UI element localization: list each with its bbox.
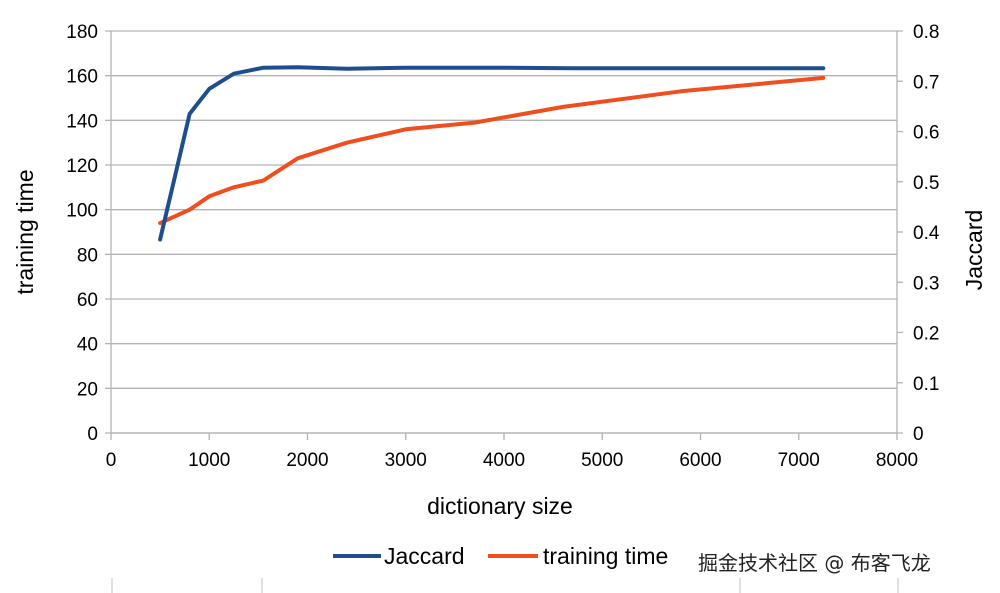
x-tick-label: 8000 bbox=[876, 450, 918, 471]
watermark-backdrop bbox=[694, 544, 994, 578]
legend: Jaccard training time bbox=[333, 543, 668, 569]
y-axis-left-title: training time bbox=[12, 169, 38, 294]
y-left-tick-label: 180 bbox=[66, 22, 98, 43]
x-tick-label: 7000 bbox=[778, 450, 820, 471]
y-right-tick-label: 0.8 bbox=[913, 22, 939, 43]
legend-label-training-time: training time bbox=[543, 543, 668, 569]
x-tick-label: 1000 bbox=[188, 450, 230, 471]
legend-label-jaccard: Jaccard bbox=[384, 543, 465, 569]
y-right-tick-label: 0.5 bbox=[913, 173, 939, 194]
x-tick-label: 2000 bbox=[286, 450, 328, 471]
y-left-tick-label: 60 bbox=[77, 290, 98, 311]
x-tick-label: 0 bbox=[106, 450, 117, 471]
axis-layer bbox=[105, 30, 903, 440]
y-right-tick-label: 0.1 bbox=[913, 374, 939, 395]
y-right-tick-label: 0 bbox=[913, 424, 924, 445]
y-left-tick-label: 100 bbox=[66, 201, 98, 222]
y-right-tick-label: 0.7 bbox=[913, 72, 939, 93]
x-tick-label: 6000 bbox=[679, 450, 721, 471]
y-right-tick-label: 0.2 bbox=[913, 324, 939, 345]
y-left-tick-label: 140 bbox=[66, 111, 98, 132]
x-tick-label: 4000 bbox=[483, 450, 525, 471]
y-right-tick-label: 0.4 bbox=[913, 223, 940, 244]
y-left-tick-label: 0 bbox=[87, 424, 98, 445]
y-left-tick-label: 80 bbox=[77, 245, 98, 266]
y-right-tick-label: 0.6 bbox=[913, 123, 939, 144]
bottom-stubs bbox=[111, 578, 899, 593]
x-tick-label: 5000 bbox=[581, 450, 623, 471]
y-left-tick-label: 120 bbox=[66, 156, 98, 177]
y-axis-right-title: Jaccard bbox=[961, 210, 987, 291]
series-layer bbox=[158, 65, 826, 242]
tick-layer: 0 20 40 60 80 100 120 140 160 180 0 0.1 0.2 0.3 0.4 0.5… bbox=[66, 22, 940, 471]
y-left-tick-label: 20 bbox=[77, 379, 98, 400]
y-left-tick-label: 40 bbox=[77, 335, 98, 356]
y-right-tick-label: 0.3 bbox=[913, 273, 939, 294]
x-axis-title: dictionary size bbox=[427, 493, 573, 519]
x-tick-label: 3000 bbox=[385, 450, 427, 471]
series-line-jaccard bbox=[158, 65, 826, 242]
grid-layer bbox=[111, 30, 897, 434]
watermark: 掘金技术社区 @ 布客飞龙 bbox=[698, 551, 931, 575]
y-left-tick-label: 160 bbox=[66, 67, 98, 88]
series-line-training-time bbox=[158, 75, 826, 226]
